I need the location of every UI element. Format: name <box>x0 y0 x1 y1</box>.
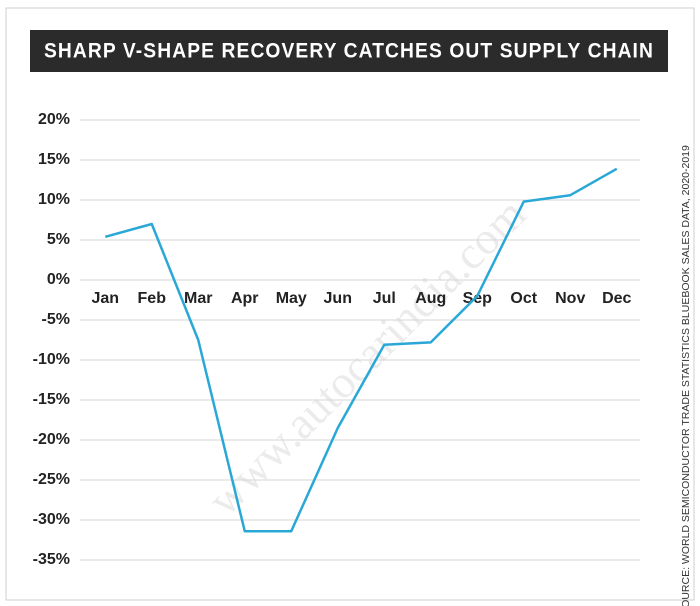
x-tick-label: Oct <box>510 290 537 307</box>
y-tick-label: 20% <box>38 111 70 128</box>
y-tick-label: 15% <box>38 151 70 168</box>
y-tick-label: -5% <box>42 311 70 328</box>
data-line <box>104 167 618 533</box>
y-tick-label: 10% <box>38 191 70 208</box>
x-tick-label: Mar <box>184 290 212 307</box>
y-tick-label: -10% <box>33 351 70 368</box>
title-banner <box>30 30 668 72</box>
frame <box>5 7 695 601</box>
x-tick-label: Apr <box>231 290 259 307</box>
y-tick-label: -35% <box>33 551 70 568</box>
chart-title: SHARP V-SHAPE RECOVERY CATCHES OUT SUPPL… <box>44 40 654 63</box>
source-note: SOURCE: WORLD SEMICONDUCTOR TRADE STATIS… <box>680 145 692 606</box>
x-tick-label: May <box>276 290 307 307</box>
y-tick-label: 0% <box>47 271 70 288</box>
x-tick-label: Nov <box>555 290 585 307</box>
x-tick-label: Feb <box>138 290 167 307</box>
y-tick-label: -25% <box>33 471 70 488</box>
x-tick-label: Dec <box>602 290 631 307</box>
plot-area: -35% -30% -25% -20% -15% -10% -5% 0% 5% 10% 15% 20%… <box>33 111 640 568</box>
x-tick-label: Aug <box>415 290 446 307</box>
y-tick-label: -20% <box>33 431 70 448</box>
x-tick-label: Jan <box>91 290 119 307</box>
y-tick-label: -15% <box>33 391 70 408</box>
x-tick-label: Jun <box>324 290 352 307</box>
y-tick-label: -30% <box>33 511 70 528</box>
x-tick-label: Jul <box>373 290 396 307</box>
y-tick-label: 5% <box>47 231 70 248</box>
